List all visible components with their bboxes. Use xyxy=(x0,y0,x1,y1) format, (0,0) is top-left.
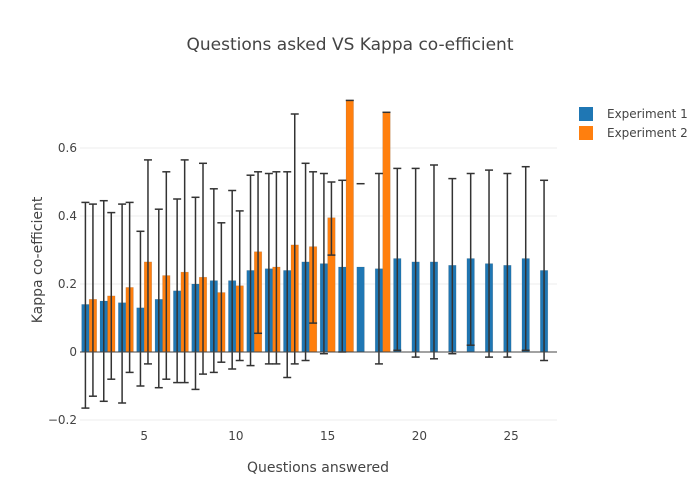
x-tick-label: 15 xyxy=(320,429,335,443)
bars xyxy=(81,100,549,353)
legend-item[interactable]: Experiment 2 xyxy=(579,126,688,140)
x-axis-title: Questions answered xyxy=(247,460,389,476)
bar-2 xyxy=(345,100,354,353)
bar-2 xyxy=(382,112,391,353)
x-tick-label: 20 xyxy=(412,429,427,443)
y-tick-label: −0.2 xyxy=(48,413,77,427)
y-axis-ticks: −0.2 0 0.2 0.4 0.6 xyxy=(48,141,77,427)
legend-label: Experiment 2 xyxy=(607,126,688,140)
y-tick-label: 0.2 xyxy=(58,277,77,291)
legend-item[interactable]: Experiment 1 xyxy=(579,107,688,121)
legend-label: Experiment 1 xyxy=(607,107,688,121)
y-tick-label: 0.4 xyxy=(58,209,77,223)
y-axis-title: Kappa co-efficient xyxy=(30,196,46,323)
legend[interactable]: Experiment 1 Experiment 2 xyxy=(579,107,688,140)
y-tick-label: 0.6 xyxy=(58,141,77,155)
y-tick-label: 0 xyxy=(69,345,77,359)
legend-swatch xyxy=(579,107,593,121)
x-tick-label: 25 xyxy=(503,429,518,443)
bar-1 xyxy=(356,266,365,353)
chart-title: Questions asked VS Kappa co-efficient xyxy=(186,35,513,55)
x-tick-label: 5 xyxy=(140,429,148,443)
x-axis-ticks: 5 10 15 20 25 xyxy=(140,429,518,443)
legend-swatch xyxy=(579,126,593,140)
x-tick-label: 10 xyxy=(228,429,243,443)
